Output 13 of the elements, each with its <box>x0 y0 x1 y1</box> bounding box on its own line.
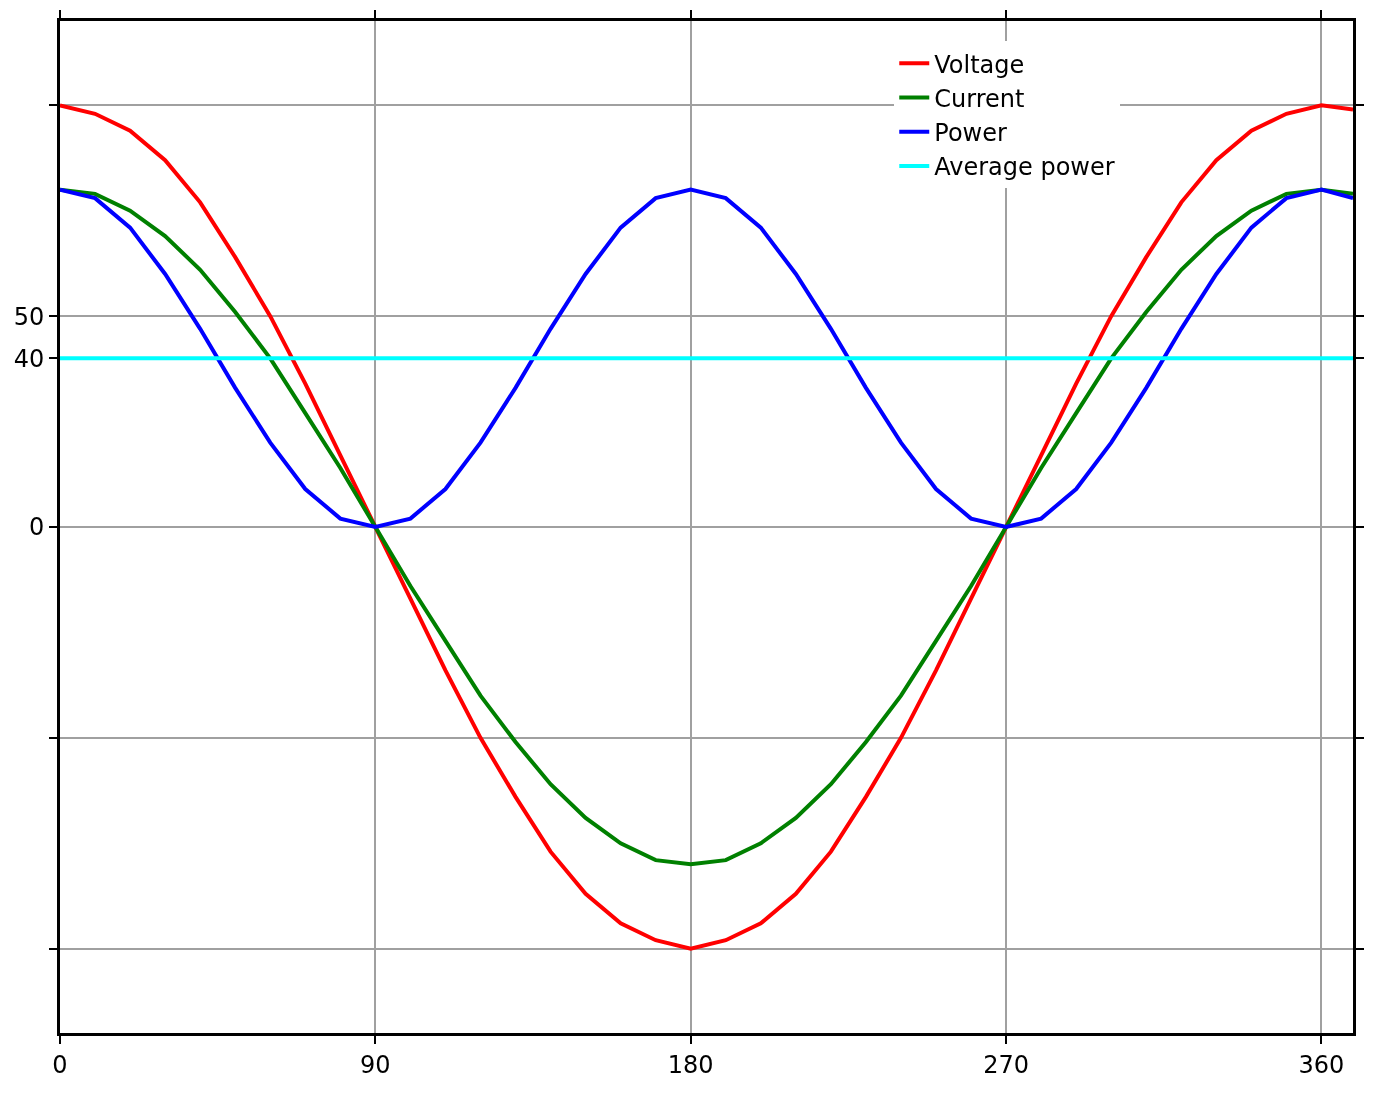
legend-label: Power <box>934 119 1007 148</box>
legend-label: Average power <box>934 153 1115 182</box>
y-tick-label: 0 <box>28 513 45 542</box>
x-tick-label: 270 <box>983 1050 1030 1079</box>
x-tick-label: 0 <box>52 1050 68 1079</box>
line-series <box>60 187 1353 529</box>
y-tick-label: 50 <box>13 302 45 331</box>
y-tick-label: 40 <box>13 344 45 373</box>
x-tick-label: 360 <box>1298 1050 1345 1079</box>
legend-label: Voltage <box>934 50 1025 79</box>
x-tick-label: 180 <box>667 1050 714 1079</box>
legend-label: Current <box>934 84 1025 113</box>
x-tick-label: 90 <box>360 1050 391 1079</box>
